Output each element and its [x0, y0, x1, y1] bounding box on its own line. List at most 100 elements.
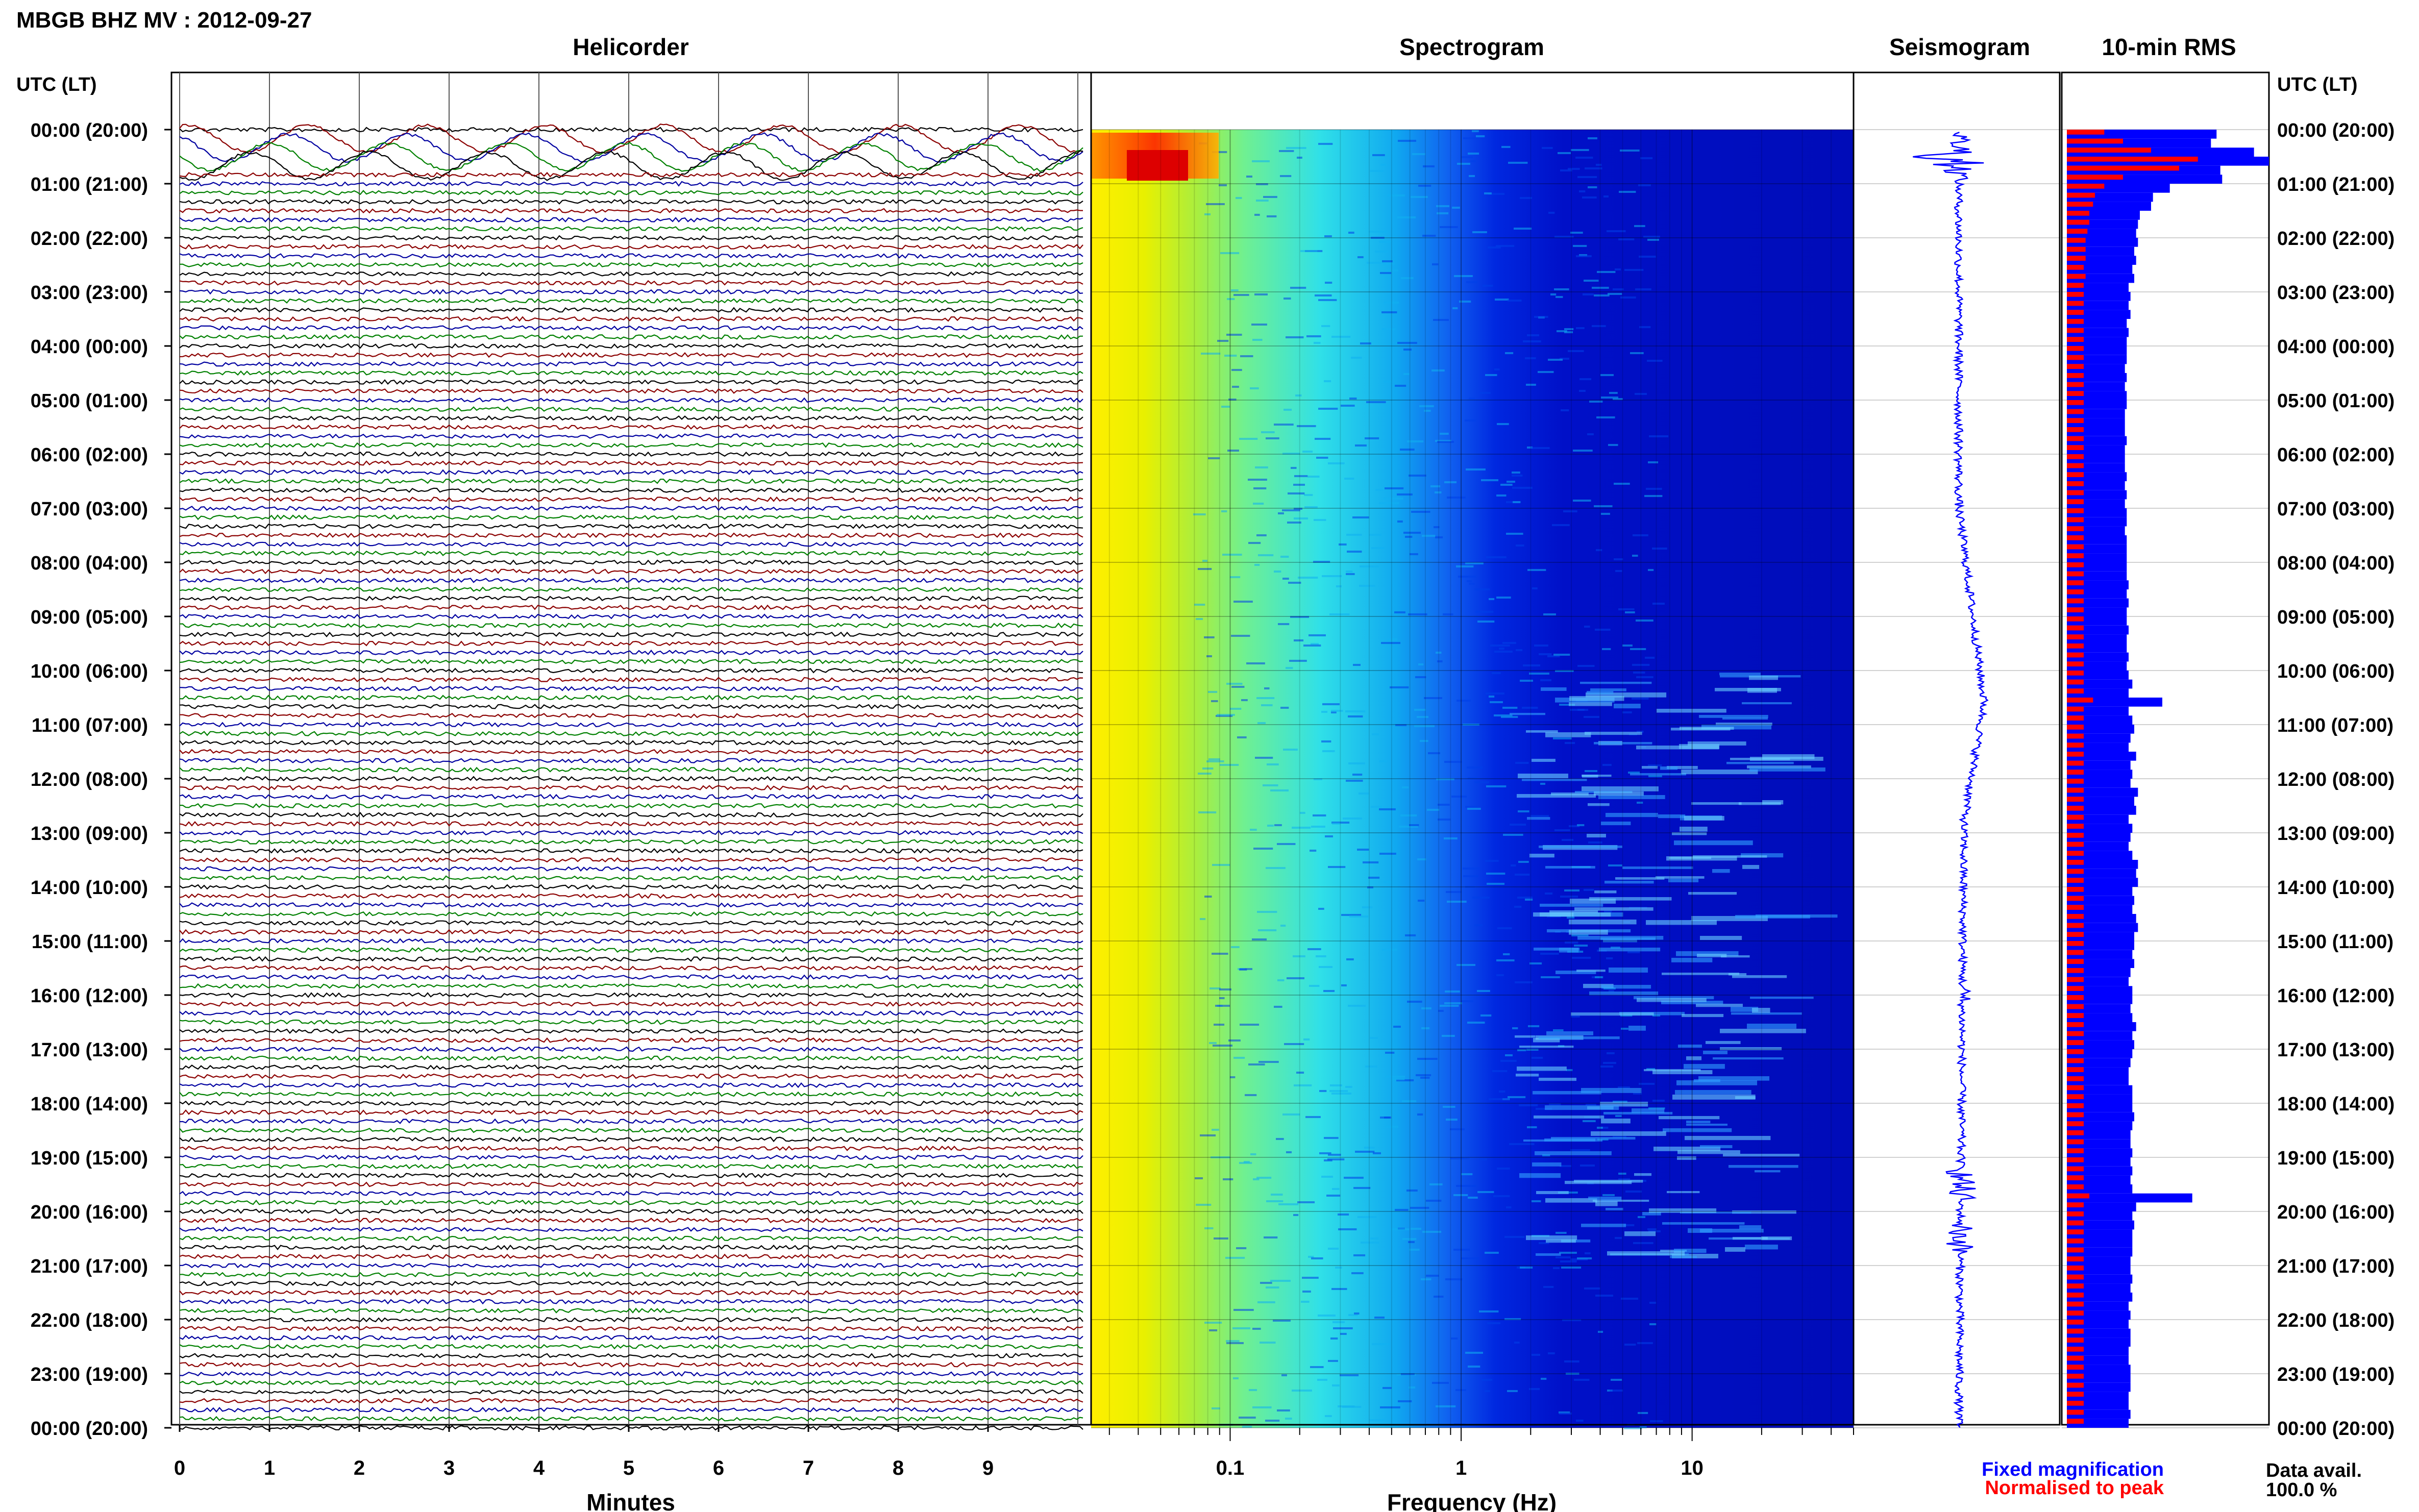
minute-tick-label: 5: [623, 1457, 634, 1479]
rms-bar-normalised: [2067, 310, 2084, 315]
spectrogram-band: [1605, 881, 1654, 884]
spectrogram-speckle: [1577, 824, 1585, 826]
spectrogram-speckle: [1543, 1286, 1554, 1288]
helicorder-trace: [179, 478, 1083, 484]
time-label-left: 23:00 (19:00): [31, 1364, 148, 1385]
spectrogram-speckle: [1282, 453, 1300, 455]
helicorder-trace: [179, 830, 1083, 836]
spectrogram-band: [1644, 1069, 1701, 1072]
spectrogram-speckle: [1328, 1154, 1341, 1156]
spectrogram-speckle: [1398, 1400, 1412, 1402]
spectrogram-speckle: [1359, 585, 1375, 587]
rms-bar-normalised: [2067, 463, 2084, 468]
spectrogram-speckle: [1198, 811, 1217, 813]
spectrogram-speckle: [1341, 405, 1355, 407]
spectrogram-band: [1697, 954, 1727, 957]
rms-bar-normalised: [2067, 760, 2084, 766]
legend-normalised-to-peak: Normalised to peak: [1985, 1477, 2164, 1499]
spectrogram-speckle: [1302, 1291, 1311, 1293]
spectrogram-speckle: [1621, 1028, 1628, 1030]
rms-bar-normalised: [2067, 652, 2084, 658]
helicorder-trace: [179, 559, 1083, 565]
spectrogram-speckle: [1492, 1070, 1508, 1072]
spectrogram-speckle: [1278, 623, 1290, 625]
spectrogram-speckle: [1500, 484, 1513, 486]
spectrogram-speckle: [1212, 953, 1228, 955]
spectrogram-speckle: [1200, 1134, 1216, 1136]
helicorder-trace: [179, 956, 1083, 962]
time-label-right: 09:00 (05:00): [2277, 607, 2395, 628]
spectrogram-speckle: [1445, 990, 1460, 993]
spectrogram-speckle: [1531, 815, 1549, 817]
spectrogram-speckle: [1395, 1209, 1409, 1211]
helicorder-trace: [179, 127, 1083, 133]
spectrogram-speckle: [1252, 160, 1270, 162]
helicorder-trace: [179, 992, 1083, 998]
spectrogram-speckle: [1344, 478, 1354, 480]
spectrogram-speckle: [1468, 777, 1477, 779]
spectrogram-speckle: [1647, 1228, 1657, 1230]
spectrogram-speckle: [1583, 1120, 1596, 1122]
helicorder-trace: [179, 1127, 1083, 1133]
helicorder-trace: [179, 1046, 1083, 1052]
spectrogram-speckle: [1313, 814, 1326, 816]
spectrogram-speckle: [1219, 988, 1231, 990]
spectrogram-speckle: [1345, 1086, 1352, 1088]
time-label-right: 05:00 (01:00): [2277, 390, 2395, 412]
spectrogram-speckle: [1396, 1079, 1414, 1081]
spectrogram-band: [1674, 840, 1753, 846]
spectrogram-speckle: [1438, 804, 1450, 806]
spectrogram-band: [1532, 1162, 1562, 1167]
spectrogram-band: [1615, 877, 1665, 880]
spectrogram-speckle: [1505, 1054, 1513, 1056]
helicorder-trace: [179, 1416, 1083, 1422]
spectrogram-speckle: [1256, 534, 1267, 536]
spectrogram-band: [1541, 687, 1567, 691]
spectrogram-speckle: [1442, 1035, 1455, 1037]
spectrogram-speckle: [1390, 686, 1409, 688]
spectrogram-speckle: [1198, 773, 1212, 775]
spectrogram-speckle: [1204, 213, 1211, 215]
spectrogram-speckle: [1276, 1138, 1284, 1140]
spectrogram-speckle: [1501, 716, 1518, 718]
minute-tick-label: 0: [174, 1457, 185, 1479]
spectrogram-speckle: [1527, 1126, 1537, 1128]
spectrogram-speckle: [1512, 1027, 1518, 1029]
spectrogram-speckle: [1300, 812, 1305, 814]
spectrogram-speckle: [1333, 1327, 1353, 1329]
spectrogram-speckle: [1508, 162, 1528, 164]
time-label-left: 16:00 (12:00): [31, 985, 148, 1007]
spectrogram-speckle: [1300, 250, 1318, 252]
helicorder-trace: [179, 1208, 1083, 1214]
spectrogram-speckle: [1426, 1275, 1439, 1277]
spectrogram-speckle: [1416, 1074, 1431, 1076]
spectrogram-speckle: [1560, 1165, 1572, 1167]
spectrogram-speckle: [1624, 1427, 1642, 1429]
spectrogram-speckle: [1506, 1206, 1512, 1208]
spectrogram-speckle: [1596, 416, 1615, 418]
spectrogram-band: [1731, 1007, 1759, 1012]
spectrogram-speckle: [1633, 534, 1648, 536]
spectrogram-speckle: [1523, 664, 1541, 666]
spectrogram-speckle: [1248, 479, 1267, 481]
spectrogram-speckle: [1614, 483, 1630, 485]
spectrogram-speckle: [1343, 817, 1362, 820]
time-label-left: 21:00 (17:00): [31, 1256, 148, 1277]
spectrogram-band: [1570, 899, 1616, 904]
spectrogram-speckle: [1252, 1406, 1272, 1408]
spectrogram-band: [1739, 1225, 1762, 1229]
spectrogram-speckle: [1223, 1178, 1233, 1180]
spectrogram-speckle: [1297, 425, 1316, 427]
spectrogram-band: [1670, 1256, 1697, 1258]
rms-bar-normalised: [2067, 138, 2123, 144]
rms-bar-normalised: [2067, 733, 2084, 739]
rms-bar-normalised: [2067, 499, 2084, 504]
spectrogram-speckle: [1280, 925, 1286, 927]
spectrogram-band: [1700, 1229, 1764, 1233]
spectrogram-band: [1571, 1012, 1654, 1016]
spectrogram-speckle: [1402, 1100, 1417, 1102]
helicorder-trace: [179, 469, 1083, 475]
rms-bar-normalised: [2067, 1310, 2084, 1316]
spectrogram-speckle: [1252, 1328, 1261, 1330]
rms-bar-fixed: [2067, 878, 2138, 887]
